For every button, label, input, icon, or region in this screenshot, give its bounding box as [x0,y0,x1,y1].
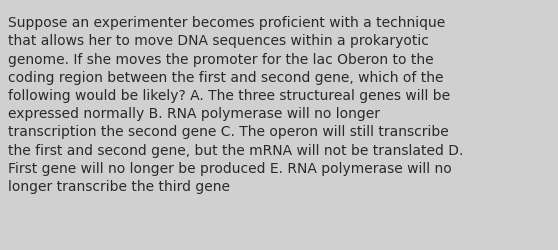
Text: Suppose an experimenter becomes proficient with a technique
that allows her to m: Suppose an experimenter becomes proficie… [8,16,464,193]
